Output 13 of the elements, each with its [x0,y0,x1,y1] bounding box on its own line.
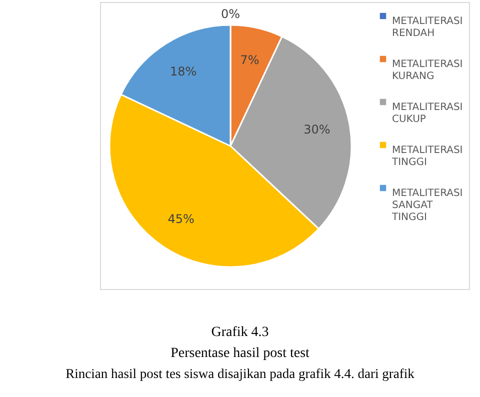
legend-label: METALITERASI TINGGI [391,145,463,168]
text: Rincian hasil post tes siswa disajikan pada grafik 4.4. dari grafik [64,366,416,382]
legend-label: METALITERASI KURANG [392,59,463,82]
legend-label: METALITERASI SANGAT TINGGI [391,188,463,223]
text: 0% [220,7,240,21]
data-label: 30% [304,122,330,137]
data-label: 7% [240,53,260,68]
legend-label: METALITERASI RENDAH [392,16,463,39]
legend-label: METALITERASI CUKUP [392,102,463,125]
text: Grafik 4.3 [210,325,270,341]
text: Persentase hasil post test [170,346,310,362]
data-label: 18% [170,64,197,79]
data-label: 45% [168,212,194,226]
